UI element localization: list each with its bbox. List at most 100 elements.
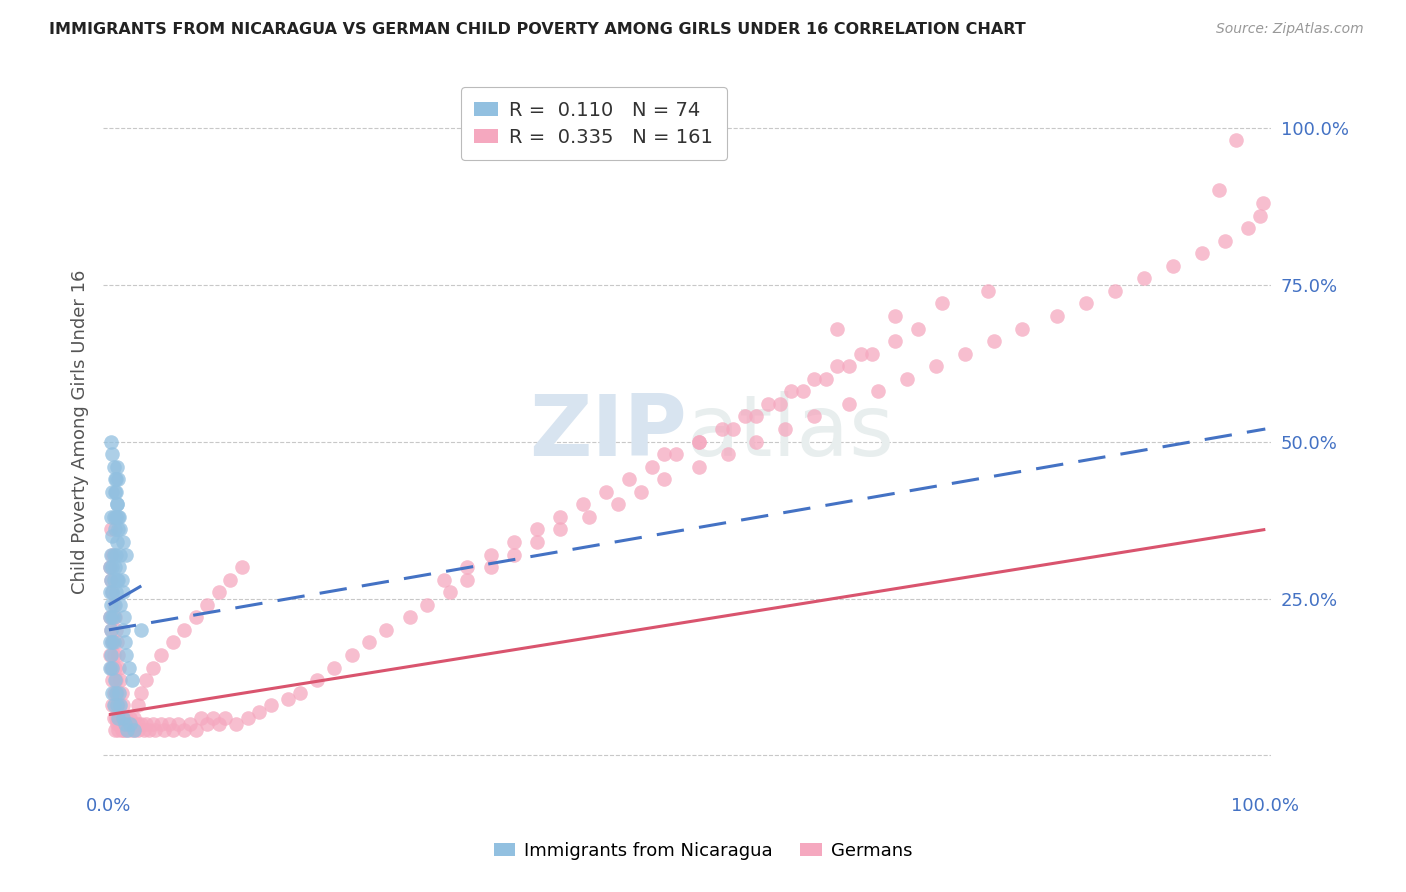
Point: [111, 573, 134, 587]
Point: [190, 711, 212, 725]
Point: [502, 548, 524, 562]
Point: [101, 560, 124, 574]
Point: [1213, 234, 1236, 248]
Point: [1046, 309, 1069, 323]
Point: [433, 573, 456, 587]
Point: [104, 509, 127, 524]
Point: [107, 711, 129, 725]
Point: [323, 660, 346, 674]
Point: [548, 523, 571, 537]
Point: [595, 484, 617, 499]
Point: [112, 610, 135, 624]
Point: [98, 635, 121, 649]
Point: [219, 573, 242, 587]
Point: [479, 548, 502, 562]
Point: [260, 698, 283, 713]
Point: [107, 573, 129, 587]
Point: [114, 717, 136, 731]
Point: [108, 711, 131, 725]
Point: [104, 523, 127, 537]
Point: [142, 660, 165, 674]
Y-axis label: Child Poverty Among Girls Under 16: Child Poverty Among Girls Under 16: [72, 270, 89, 594]
Point: [100, 623, 122, 637]
Point: [103, 686, 125, 700]
Point: [179, 717, 201, 731]
Point: [135, 673, 157, 687]
Legend: Immigrants from Nicaragua, Germans: Immigrants from Nicaragua, Germans: [486, 835, 920, 867]
Point: [1225, 133, 1247, 147]
Point: [111, 686, 134, 700]
Point: [977, 284, 1000, 298]
Point: [214, 711, 236, 725]
Point: [111, 585, 134, 599]
Point: [983, 334, 1005, 348]
Point: [157, 717, 180, 731]
Point: [162, 723, 184, 738]
Point: [103, 573, 125, 587]
Point: [838, 359, 860, 374]
Point: [100, 548, 122, 562]
Point: [247, 705, 270, 719]
Point: [107, 698, 129, 713]
Point: [105, 686, 128, 700]
Point: [111, 723, 134, 738]
Text: atlas: atlas: [688, 391, 896, 474]
Point: [814, 372, 837, 386]
Point: [110, 698, 132, 713]
Point: [103, 610, 125, 624]
Text: ZIP: ZIP: [530, 391, 688, 474]
Point: [105, 698, 128, 713]
Point: [416, 598, 439, 612]
Point: [110, 717, 132, 731]
Point: [526, 535, 548, 549]
Point: [277, 692, 299, 706]
Point: [173, 723, 195, 738]
Point: [138, 723, 160, 738]
Point: [105, 459, 128, 474]
Point: [688, 434, 710, 449]
Point: [124, 723, 146, 738]
Point: [641, 459, 664, 474]
Point: [118, 711, 141, 725]
Point: [710, 422, 733, 436]
Point: [162, 635, 184, 649]
Point: [184, 610, 207, 624]
Point: [340, 648, 363, 662]
Point: [896, 372, 918, 386]
Point: [931, 296, 953, 310]
Point: [1208, 183, 1230, 197]
Point: [105, 573, 128, 587]
Point: [103, 635, 125, 649]
Point: [104, 472, 127, 486]
Point: [780, 384, 803, 399]
Point: [108, 660, 131, 674]
Point: [775, 422, 797, 436]
Point: [115, 548, 138, 562]
Point: [103, 548, 125, 562]
Point: [1104, 284, 1126, 298]
Point: [100, 623, 122, 637]
Point: [307, 673, 329, 687]
Point: [953, 346, 976, 360]
Point: [1237, 221, 1260, 235]
Point: [101, 673, 124, 687]
Point: [768, 397, 790, 411]
Point: [107, 523, 129, 537]
Point: [745, 434, 768, 449]
Point: [104, 484, 127, 499]
Point: [1251, 196, 1274, 211]
Point: [398, 610, 420, 624]
Point: [827, 359, 849, 374]
Point: [827, 321, 849, 335]
Point: [98, 610, 121, 624]
Point: [108, 560, 131, 574]
Point: [884, 309, 907, 323]
Point: [688, 459, 710, 474]
Point: [664, 447, 686, 461]
Point: [118, 717, 141, 731]
Point: [225, 717, 247, 731]
Point: [104, 484, 127, 499]
Point: [479, 560, 502, 574]
Point: [849, 346, 872, 360]
Point: [129, 623, 152, 637]
